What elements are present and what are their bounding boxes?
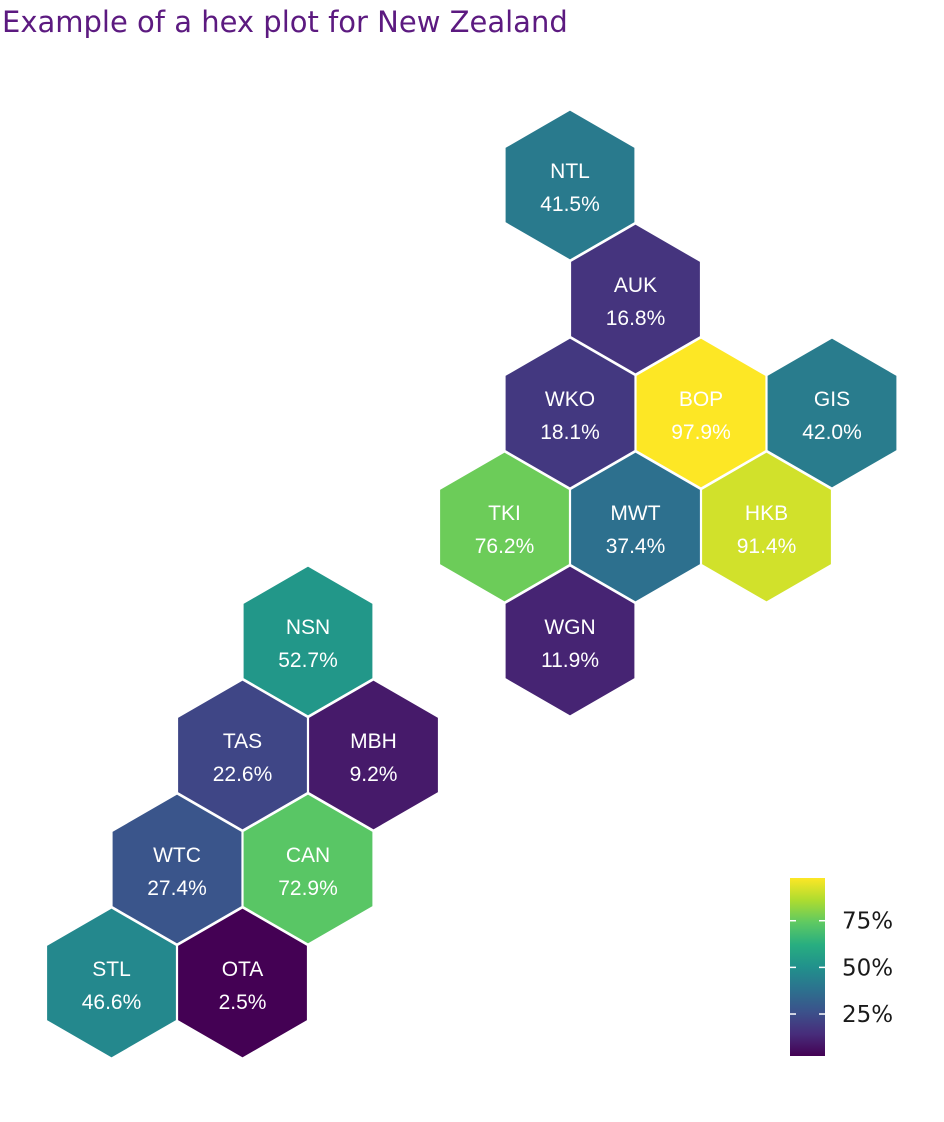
hex-region-code: BOP [679, 388, 723, 411]
hex-tile-hkb: HKB 91.4% [700, 450, 833, 604]
hex-value-label: 9.2% [350, 763, 398, 786]
hex-value-label: 91.4% [737, 535, 797, 558]
legend-tick-label: 50% [842, 955, 893, 981]
hex-value-label: 52.7% [278, 649, 338, 672]
hex-region-code: MWT [610, 502, 660, 525]
hex-region-code: TAS [223, 730, 262, 753]
legend-tick-label: 75% [842, 909, 893, 935]
hex-value-label: 41.5% [540, 193, 600, 216]
hex-region-code: WGN [544, 616, 595, 639]
hex-tile-wko: WKO 18.1% [503, 336, 637, 490]
hex-region-code: STL [92, 958, 131, 981]
hex-value-label: 76.2% [475, 535, 535, 558]
hex-region-code: OTA [222, 958, 264, 981]
hex-region-code: TKI [488, 502, 521, 525]
hex-tile-gis: GIS 42.0% [765, 336, 899, 490]
hex-value-label: 11.9% [541, 649, 599, 672]
hex-value-label: 42.0% [802, 421, 862, 444]
hex-value-label: 18.1% [540, 421, 600, 444]
color-legend: 25% 50% 75% [790, 878, 893, 1056]
hex-region-code: HKB [745, 502, 788, 525]
hex-layer: NTL 41.5% AUK 16.8% WKO 18.1% BOP 97.9% GIS 42.0%… [45, 108, 899, 1060]
hex-value-label: 72.9% [278, 877, 338, 900]
hex-region-code: NSN [286, 616, 330, 639]
hex-value-label: 37.4% [606, 535, 666, 558]
hex-value-label: 27.4% [147, 877, 207, 900]
hex-region-code: GIS [814, 388, 850, 411]
hex-region-code: MBH [350, 730, 397, 753]
hex-shape [700, 450, 833, 604]
hex-region-code: WTC [153, 844, 201, 867]
hex-region-code: AUK [614, 274, 657, 297]
hex-tile-tki: TKI 76.2% [438, 450, 571, 604]
legend-tick-label: 25% [842, 1002, 893, 1028]
hex-region-code: CAN [286, 844, 330, 867]
hex-value-label: 22.6% [213, 763, 273, 786]
hex-value-label: 46.6% [82, 991, 142, 1014]
hex-value-label: 16.8% [606, 307, 666, 330]
hex-value-label: 2.5% [219, 991, 267, 1014]
chart-title: Example of a hex plot for New Zealand [2, 5, 568, 39]
hex-tile-ota: OTA 2.5% [176, 906, 309, 1060]
hex-tile-wgn: WGN 11.9% [503, 564, 637, 718]
hex-shape [503, 564, 637, 718]
hex-region-code: NTL [550, 160, 590, 183]
hex-value-label: 97.9% [671, 421, 731, 444]
hex-shape [176, 906, 309, 1060]
hex-tile-nsn: NSN 52.7% [241, 564, 375, 718]
hex-region-code: WKO [545, 388, 595, 411]
